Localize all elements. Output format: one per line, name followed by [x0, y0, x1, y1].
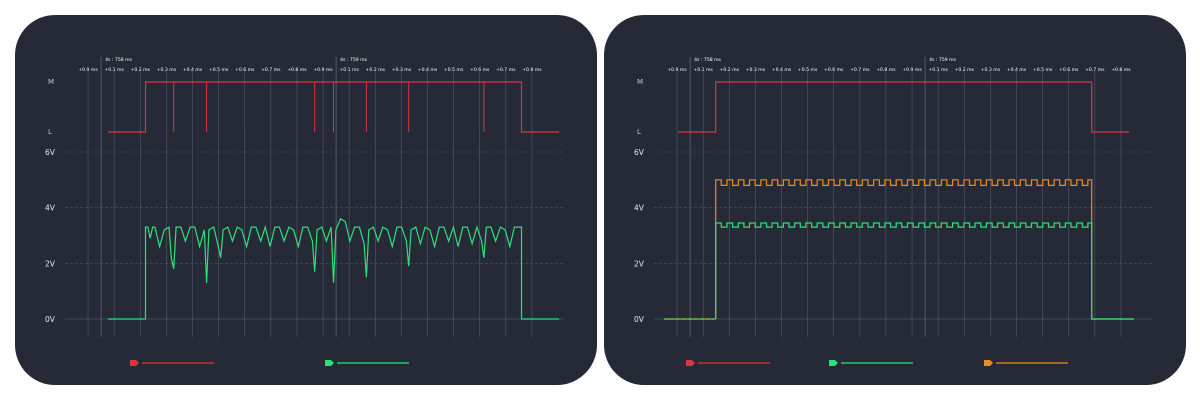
- time-tick-label: +0.7 ms: [1085, 67, 1105, 73]
- analog-trace: [715, 179, 1134, 320]
- time-marker-label: 4s : 758 ms: [694, 57, 721, 63]
- time-tick-label: +0.6 ms: [235, 67, 255, 73]
- time-tick-label: +0.6 ms: [824, 67, 844, 73]
- time-tick-label: +0.2 ms: [366, 67, 386, 73]
- time-tick-label: +0.5 ms: [798, 67, 818, 73]
- time-tick-label: +0.5 ms: [1033, 67, 1053, 73]
- time-tick-label: +0.1 ms: [693, 67, 713, 73]
- probe-tag-icon: [829, 360, 838, 366]
- time-tick-label: +0.9 ms: [902, 67, 922, 73]
- time-marker-label: 4s : 759 ms: [929, 57, 956, 63]
- analog-trace: [715, 222, 1134, 320]
- time-tick-label: +0.1 ms: [339, 67, 359, 73]
- time-tick-label: +0.3 ms: [392, 67, 412, 73]
- voltage-tick-label: 2V: [45, 259, 56, 268]
- waveform-chart-right: +0.9 ms +0.1 ms +0.2 ms +0.3 ms +0.4 ms +0.5 …: [634, 57, 1152, 366]
- time-tick-label: +0.4 ms: [1007, 67, 1027, 73]
- time-tick-label: +0.4 ms: [418, 67, 438, 73]
- time-tick-label: +0.6 ms: [470, 67, 490, 73]
- time-tick-label: +0.2 ms: [131, 67, 151, 73]
- time-tick-label: +0.9 ms: [313, 67, 333, 73]
- time-tick-label: +0.3 ms: [157, 67, 177, 73]
- digital-level-label: M: [48, 78, 54, 86]
- waveform-chart-left: +0.9 ms +0.1 ms +0.2 ms +0.3 ms +0.4 ms +0.5 …: [45, 57, 563, 366]
- time-marker-label: 4s : 758 ms: [105, 57, 132, 63]
- probe-tag-icon: [325, 360, 334, 366]
- time-tick-label: +0.1 ms: [104, 67, 124, 73]
- waveform-panel-left: +0.9 ms +0.1 ms +0.2 ms +0.3 ms +0.4 ms +0.5 …: [15, 15, 597, 385]
- voltage-tick-label: 2V: [634, 259, 645, 268]
- time-tick-label: +0.3 ms: [981, 67, 1001, 73]
- time-tick-label: +0.5 ms: [209, 67, 229, 73]
- time-tick-label: +0.9 ms: [78, 67, 98, 73]
- voltage-tick-label: 6V: [634, 148, 645, 157]
- voltage-tick-label: 0V: [45, 315, 56, 324]
- time-tick-label: +0.2 ms: [720, 67, 740, 73]
- time-tick-label: +0.8 ms: [522, 67, 542, 73]
- digital-level-label: M: [637, 78, 643, 86]
- probe-tag-icon: [130, 360, 139, 366]
- digital-trace: [678, 81, 1130, 133]
- time-tick-label: +0.8 ms: [287, 67, 307, 73]
- voltage-tick-label: 0V: [634, 315, 645, 324]
- analog-trace: [107, 217, 560, 320]
- time-marker-label: 4s : 759 ms: [340, 57, 367, 63]
- time-tick-label: +0.2 ms: [955, 67, 975, 73]
- waveform-panel-right: +0.9 ms +0.1 ms +0.2 ms +0.3 ms +0.4 ms +0.5 …: [604, 15, 1186, 385]
- time-tick-label: +0.5 ms: [444, 67, 464, 73]
- time-tick-label: +0.9 ms: [667, 67, 687, 73]
- time-tick-label: +0.3 ms: [746, 67, 766, 73]
- time-tick-label: +0.7 ms: [850, 67, 870, 73]
- probe-tag-icon: [686, 360, 695, 366]
- time-tick-label: +0.7 ms: [496, 67, 516, 73]
- time-tick-label: +0.8 ms: [876, 67, 896, 73]
- voltage-tick-label: 4V: [45, 204, 56, 213]
- digital-level-label: L: [48, 128, 52, 136]
- time-tick-label: +0.4 ms: [772, 67, 792, 73]
- voltage-tick-label: 4V: [634, 204, 645, 213]
- time-tick-label: +0.7 ms: [261, 67, 281, 73]
- digital-level-label: L: [637, 128, 641, 136]
- voltage-tick-label: 6V: [45, 148, 56, 157]
- time-tick-label: +0.1 ms: [928, 67, 948, 73]
- time-tick-label: +0.4 ms: [183, 67, 203, 73]
- probe-tag-icon: [984, 360, 993, 366]
- time-tick-label: +0.6 ms: [1059, 67, 1079, 73]
- time-tick-label: +0.8 ms: [1111, 67, 1131, 73]
